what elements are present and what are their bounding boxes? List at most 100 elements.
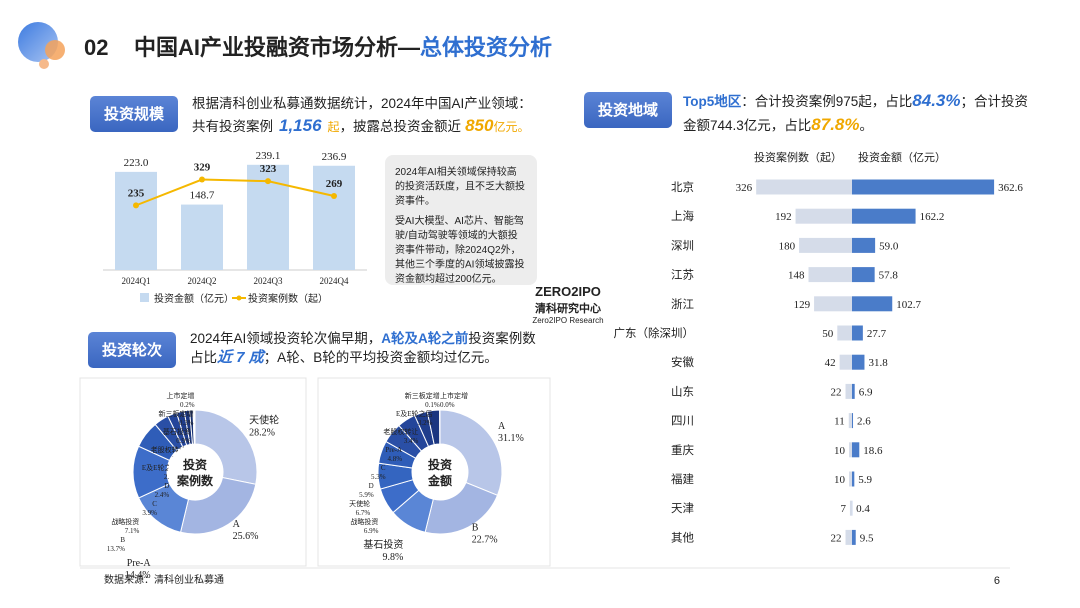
slice-label: 老股权转让 3.4% [383,427,418,445]
category-label: 浙江 [671,298,694,311]
category-label: 其他 [671,531,694,544]
slice-value: 28.2% [249,428,275,439]
data-label: 148 [788,270,805,282]
tag-label: 投资轮次 [102,341,162,359]
tag-label: 投资地域 [598,101,658,119]
note: 2024年AI相关领域保持较高的投资活跃度，且不乏大额投资事件。受AI大模型、A… [395,165,525,285]
slice-value: 0.3% [179,419,194,427]
number: 84.3% [912,91,960,110]
data-label: 269 [326,178,343,190]
slice-label: 上市定增 0.0% [440,391,468,409]
slice-value: 14.4% [125,570,151,581]
legend-swatch [236,295,242,301]
slice-name: 战略投资 [111,517,139,526]
slice-name: 老股权转让 [383,427,418,436]
slice-value: 22.7% [472,534,498,545]
tag [584,92,672,128]
donut-center-label: 投资 [183,457,207,472]
unit: 亿元。 [493,119,529,134]
text: 。 [860,118,874,133]
data-label: 22 [831,532,842,544]
donut-hole [168,445,222,499]
category-label: 山东 [671,385,694,398]
slice-label: B 13.7% [107,536,125,553]
slice-name: Pre-A [385,446,402,454]
bar-right [852,529,856,545]
data-label: 9.5 [860,532,874,544]
x-tick-label: 2024Q2 [188,276,217,286]
bar-left [799,237,852,253]
data-label: 162.2 [920,211,945,223]
slice-name: A [498,421,506,432]
slice-name: 战略投资 [350,517,378,526]
slice-value: 3.2% [418,419,433,427]
bar [313,165,355,270]
bar-right [852,296,893,312]
slice-value: 5.3% [371,473,386,481]
slice-label: D 2.4% [155,482,170,499]
unit: 起 [328,120,340,134]
slice-name: 天使轮 [349,499,370,508]
logo-name: 清科研究中心 [535,301,601,315]
slice-value: 31.1% [498,433,524,444]
bar-right [852,413,854,429]
text: ：合计投资案例975起，占比 [741,93,912,109]
section-number: 02 [84,35,108,60]
tag [90,96,178,132]
data-label: 50 [822,328,834,340]
slice-name: 新三板定增 [158,409,193,418]
data-label: 102.7 [896,299,921,311]
bar-right [852,325,863,341]
bar-left [845,383,852,399]
data-label: 323 [260,163,277,175]
note-line: 资事件带动，除2024Q2外， [395,243,521,256]
text: ，披露总投资金额近 [340,119,462,134]
category-label: 天津 [671,502,694,515]
bar-left [837,325,852,341]
slice-value: 3.4% [404,437,419,445]
data-label: 362.6 [998,182,1023,194]
data-label: 236.9 [322,151,347,163]
donut-center-label: 投资 [428,457,452,472]
bar-right [852,354,865,370]
point [331,193,337,200]
text: 占比 [190,350,217,365]
number: 1,156 [279,116,322,135]
data-label: 7 [840,503,846,515]
point [199,176,205,183]
slice-name: 基石投资 [363,538,403,551]
bar-left [814,296,852,312]
bar-right [852,383,855,399]
note-box [385,155,537,285]
data-label: 57.8 [879,270,899,282]
category-label: 江苏 [671,269,694,282]
point [133,202,139,209]
data-label: 0.4 [856,503,870,515]
legend-label: 投资金额（亿元） [154,292,234,305]
text: A轮及A轮之前 [381,330,468,346]
slice-value: 0.0% [440,401,455,409]
slice-label: 新三板定增 0.1% [405,391,440,409]
bar-right [852,208,916,224]
slice-value: 9.8% [383,552,404,563]
slice-name: D [164,482,169,490]
data-label: 27.7 [867,328,887,340]
text: Top5地区 [683,93,742,109]
slice-label: Pre-A 4.8% [385,446,402,463]
slice-name: D [369,482,374,490]
data-label: 42 [825,357,836,369]
slice-label: C 5.3% [371,464,386,481]
note-line: 其他三个季度的AI领域披露投 [395,258,524,271]
note-line: 受AI大模型、AI芯片、智能驾 [395,214,524,227]
x-tick-label: 2024Q3 [254,276,283,286]
slice-value: 13.7% [107,545,125,553]
data-label: 326 [736,182,753,194]
slice-value: 25.6% [233,531,259,542]
note-line: 资金额均超过200亿元。 [395,272,502,285]
bar-left [845,529,852,545]
text: ；A轮、B轮的平均投资金额均过亿元。 [264,350,498,366]
donut-slice [193,409,196,445]
bar-left [795,208,852,224]
donut-slice [179,476,257,535]
